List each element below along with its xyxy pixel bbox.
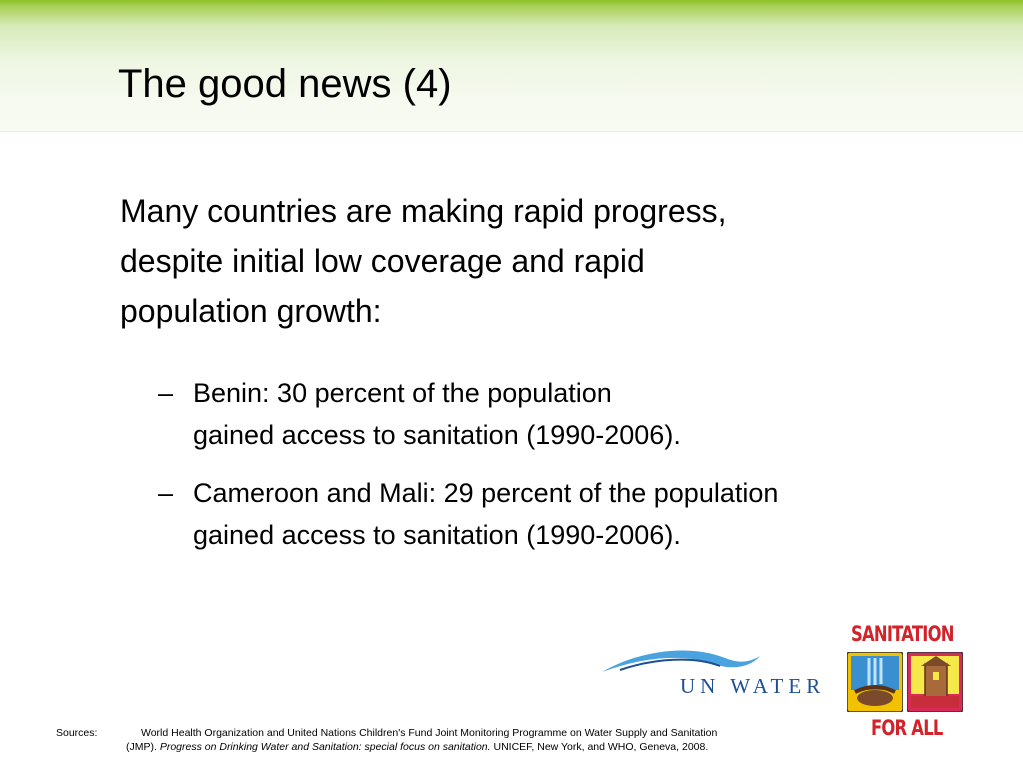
bullet-dash: – (158, 378, 174, 408)
intro-line: despite initial low coverage and rapid (120, 243, 645, 279)
un-water-text: UN WATER (680, 674, 826, 698)
sanitation-logo-text-bottom: FOR ALL (871, 716, 943, 740)
latrine-icon (907, 652, 963, 712)
wave-icon (602, 650, 760, 672)
bullet-line: Cameroon and Mali: 29 percent of the pop… (193, 478, 779, 508)
sources-line-2-start: (JMP). (126, 741, 160, 753)
handwashing-icon (847, 652, 903, 712)
bullet-line: gained access to sanitation (1990-2006). (193, 420, 681, 450)
sources-line-2-end: UNICEF, New York, and WHO, Geneva, 2008. (490, 741, 709, 753)
bullet-list: – Benin: 30 percent of the population ga… (158, 372, 778, 572)
sanitation-for-all-logo: SANITATION FOR ALL (845, 622, 969, 742)
sanitation-logo-text-top: SANITATION (851, 622, 954, 646)
sources-label: Sources: (56, 727, 98, 739)
header-divider (0, 131, 1023, 132)
sources-line-2: (JMP). Progress on Drinking Water and Sa… (126, 740, 708, 754)
bullet-dash: – (158, 478, 174, 508)
bullet-line: gained access to sanitation (1990-2006). (193, 520, 681, 550)
intro-line: population growth: (120, 293, 382, 329)
slide-title: The good news (4) (118, 62, 452, 106)
bullet-cameroon-mali: – Cameroon and Mali: 29 percent of the p… (158, 472, 778, 556)
intro-paragraph: Many countries are making rapid progress… (120, 186, 920, 336)
sources-line-1: World Health Organization and United Nat… (141, 727, 718, 739)
bullet-benin: – Benin: 30 percent of the population ga… (158, 372, 778, 456)
header-band (0, 0, 1023, 132)
sources-report-title: Progress on Drinking Water and Sanitatio… (159, 741, 491, 753)
un-water-logo: UN WATER (600, 648, 825, 698)
intro-line: Many countries are making rapid progress… (120, 193, 727, 229)
bullet-line: Benin: 30 percent of the population (193, 378, 612, 408)
